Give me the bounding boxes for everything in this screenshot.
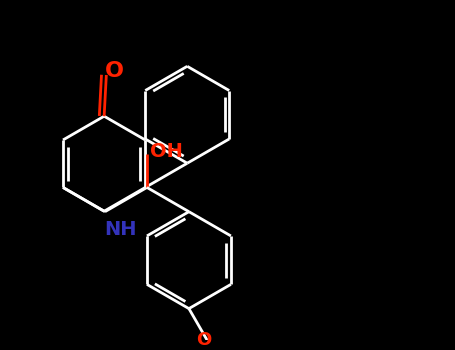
Text: O: O	[196, 331, 211, 349]
Text: O: O	[105, 61, 124, 80]
Text: OH: OH	[150, 142, 183, 161]
Text: NH: NH	[105, 220, 137, 239]
